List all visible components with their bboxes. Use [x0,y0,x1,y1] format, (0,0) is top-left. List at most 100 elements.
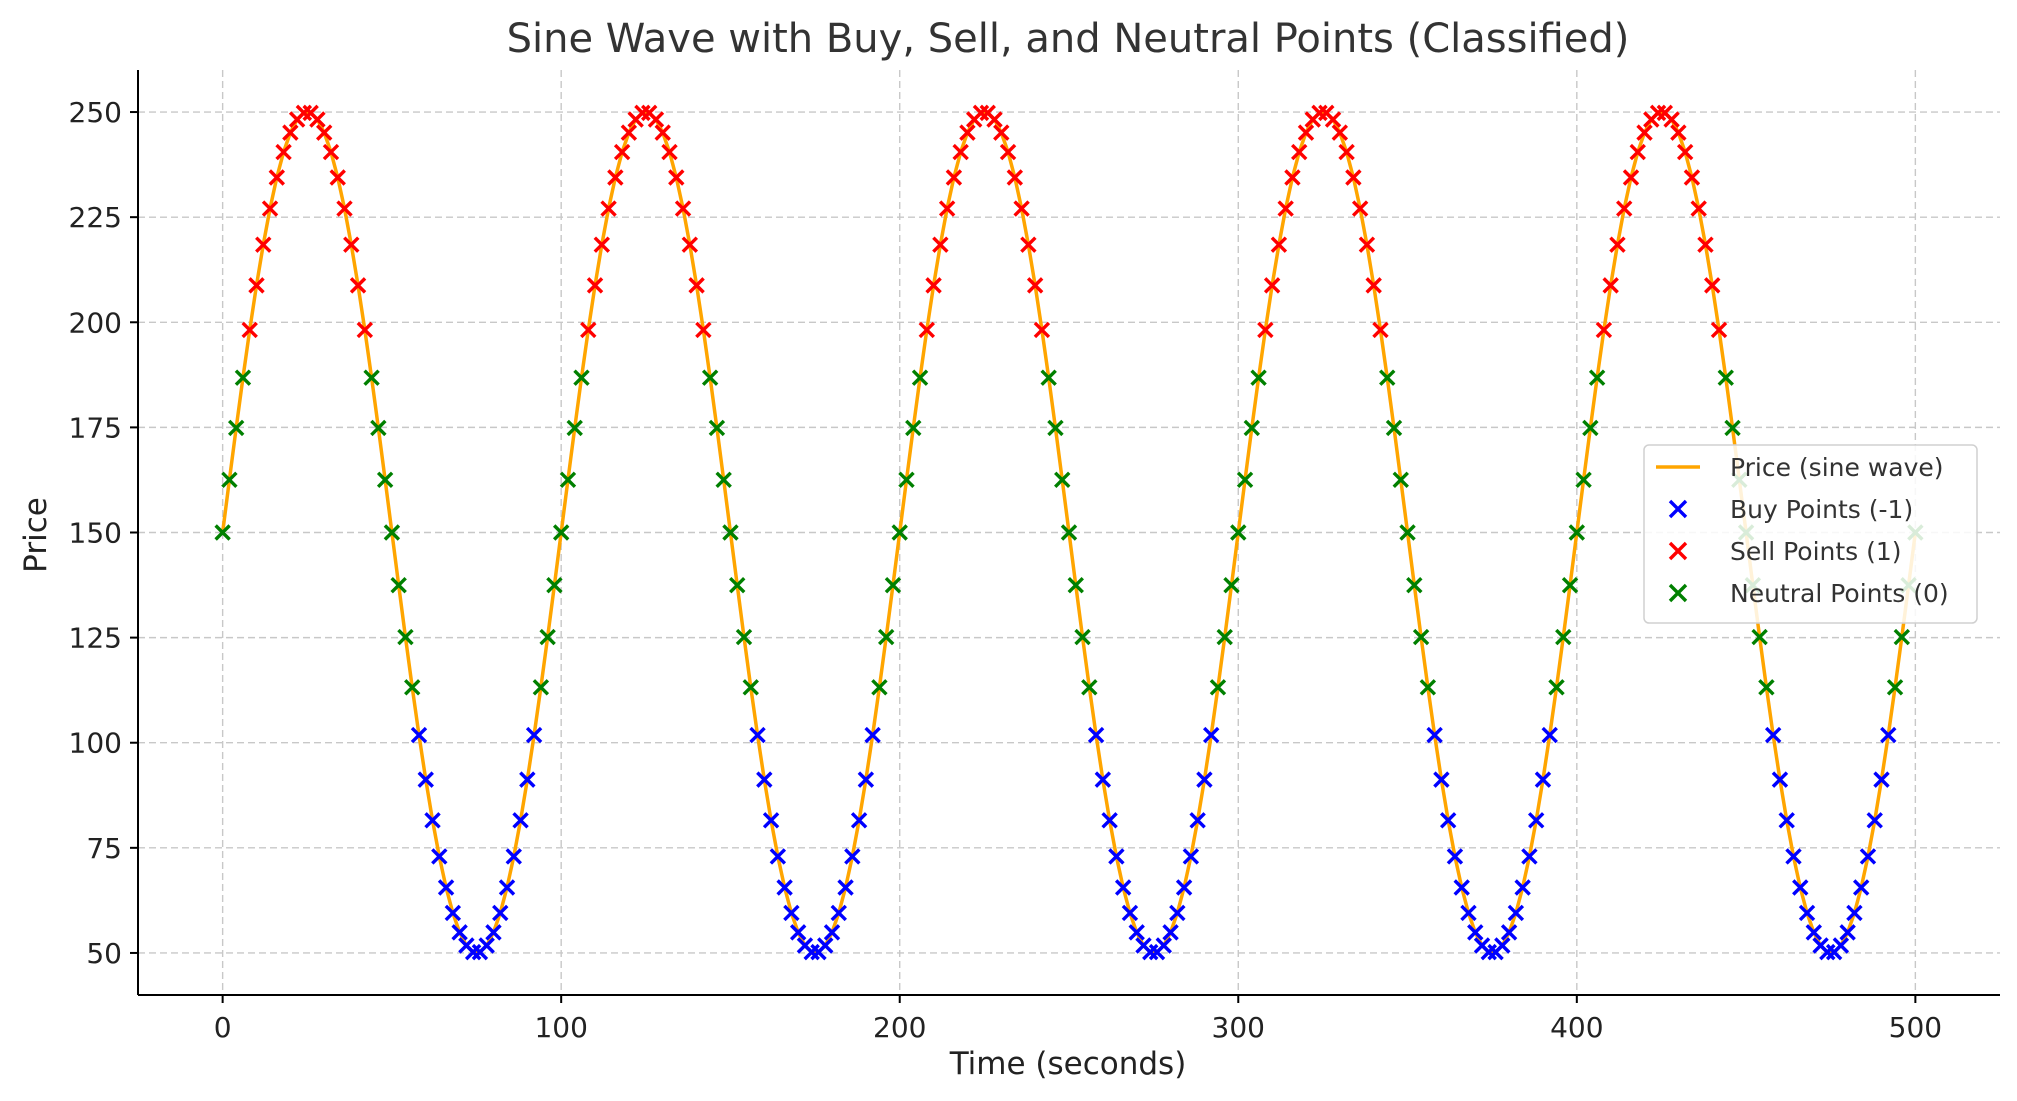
sell-point [586,277,604,294]
neutral-point [898,471,915,489]
buy-point [498,879,516,896]
neutral-point [722,524,739,541]
sell-point [1704,277,1721,294]
chart-title: Sine Wave with Buy, Sell, and Neutral Po… [507,16,1630,62]
buy-point [769,848,787,865]
y-tick-label: 250 [69,96,122,129]
buy-point [1128,924,1145,941]
y-tick-label: 75 [86,832,122,865]
buy-point [1494,937,1511,954]
sell-point [613,143,631,161]
buy-point [1832,937,1850,954]
buy-point [1087,726,1105,744]
neutral-point [1717,369,1734,386]
sell-point [329,169,346,186]
neutral-point [1419,679,1437,696]
neutral-point [532,679,550,696]
sell-point [1297,124,1315,141]
buy-point [1852,879,1870,896]
buy-point [1121,904,1139,922]
neutral-point [390,576,407,594]
neutral-point [234,369,252,386]
buy-point [492,904,509,922]
buy-point [783,904,800,922]
sell-point [1683,169,1701,186]
buy-point [749,726,766,744]
sell-point [1351,200,1369,217]
sell-point [1277,200,1294,217]
buy-point [485,924,502,941]
neutral-point [573,369,590,386]
buy-point [776,879,793,896]
neutral-point [1081,679,1098,696]
legend-label: Buy Points (-1) [1730,495,1913,524]
buy-point [1521,848,1538,865]
sell-point [336,200,353,217]
neutral-point [1392,471,1409,489]
neutral-point [1575,471,1592,489]
sell-point [1372,321,1389,339]
sell-point [580,321,597,339]
buy-point [817,937,834,954]
legend-item: Neutral Points (0) [1668,579,1949,608]
sell-point [1676,143,1694,161]
neutral-point [1074,628,1091,646]
y-tick-label: 150 [69,517,122,550]
neutral-point [227,419,245,437]
neutral-point [891,524,908,541]
neutral-point [1243,419,1261,437]
buy-point [1785,848,1802,865]
buy-point [410,726,428,744]
buy-point [1846,904,1863,922]
buy-point [424,812,441,829]
buy-point [525,726,543,744]
buy-point [1514,879,1531,896]
sell-point [1616,200,1633,217]
neutral-point [566,419,583,437]
neutral-point [708,419,726,437]
x-axis-label: Time (seconds) [949,1046,1187,1082]
buy-point [857,771,875,788]
sell-point [282,124,299,141]
neutral-point [1568,524,1586,541]
legend-label: Sell Points (1) [1730,537,1902,566]
buy-point [1460,904,1477,922]
sell-point [1006,169,1024,186]
neutral-point [1412,628,1430,646]
sell-point [654,124,671,141]
buy-point [1880,726,1897,744]
neutral-point [397,628,414,646]
buy-point [512,812,529,829]
neutral-point [1067,576,1084,594]
legend-marker-swatch [1668,499,1688,519]
neutral-point [1385,419,1403,437]
buy-point [1534,771,1552,788]
sell-point [1609,236,1626,253]
buy-point [789,924,807,941]
sell-point [322,143,340,161]
sell-point [1033,321,1051,339]
buy-point [1805,924,1823,941]
buy-point [1467,924,1484,941]
neutral-point [363,369,380,386]
sell-point [918,321,936,339]
sell-point [688,277,705,294]
buy-point [756,771,773,788]
neutral-point [1724,419,1741,437]
buy-point [1866,812,1883,829]
buy-point [1764,726,1782,744]
y-axis-label: Price [18,497,54,573]
sell-point [1602,277,1619,294]
sell-point [952,143,969,161]
x-tick-label: 400 [1550,1011,1603,1044]
y-tick-label: 225 [69,201,122,234]
sell-point [999,143,1017,161]
sell-point [1331,124,1349,141]
neutral-point [1250,369,1267,386]
legend-marker-swatch [1668,583,1688,603]
sell-point [309,111,326,128]
buy-point [762,812,780,829]
x-tick-label: 0 [214,1011,232,1044]
buy-point [1839,924,1856,941]
